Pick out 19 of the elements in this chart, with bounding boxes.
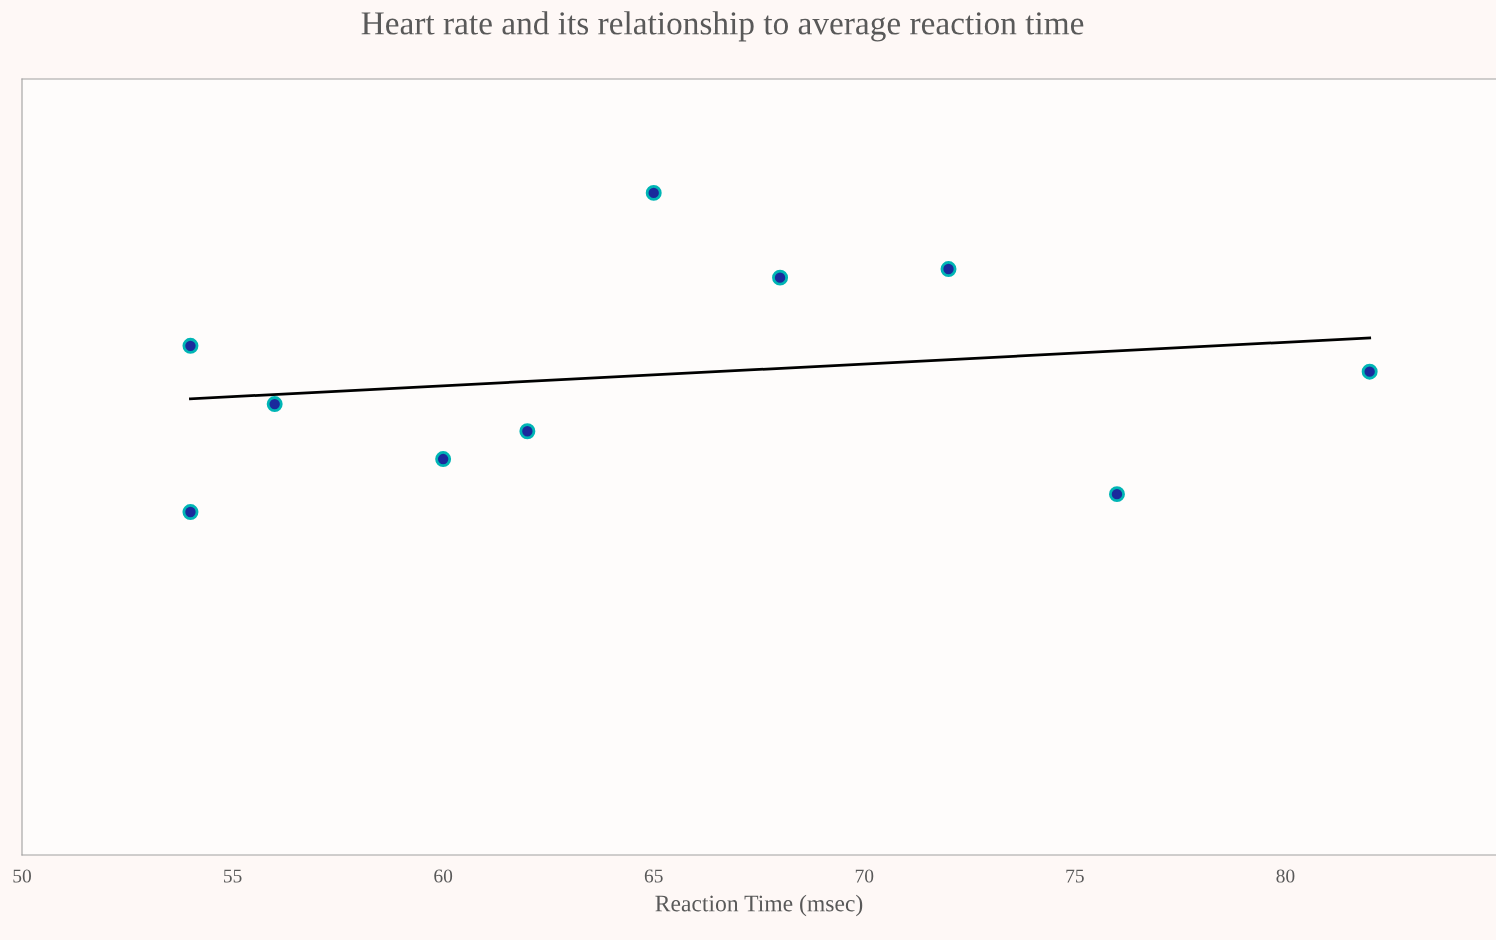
point bbox=[182, 504, 199, 520]
point bbox=[435, 451, 452, 468]
x-tick-label: 60 bbox=[434, 869, 453, 883]
point bbox=[772, 269, 789, 286]
point bbox=[266, 396, 283, 413]
point bbox=[645, 184, 662, 201]
x-tick-label: 65 bbox=[644, 869, 663, 883]
chart-title: Heart rate and its relationship to average reaction time bbox=[361, 11, 1084, 42]
x-tick-label: 80 bbox=[1276, 869, 1295, 883]
x-tick-label: 75 bbox=[1066, 869, 1084, 883]
point bbox=[519, 423, 536, 440]
x-tick-label: 55 bbox=[223, 869, 242, 883]
x-tick-label: 50 bbox=[13, 869, 31, 883]
x-tick-label: 70 bbox=[855, 869, 874, 883]
point bbox=[1361, 363, 1378, 380]
point bbox=[182, 337, 199, 354]
point bbox=[1108, 486, 1125, 503]
point bbox=[940, 261, 957, 278]
x-axis-title: Reaction Time (msec) bbox=[655, 894, 863, 917]
